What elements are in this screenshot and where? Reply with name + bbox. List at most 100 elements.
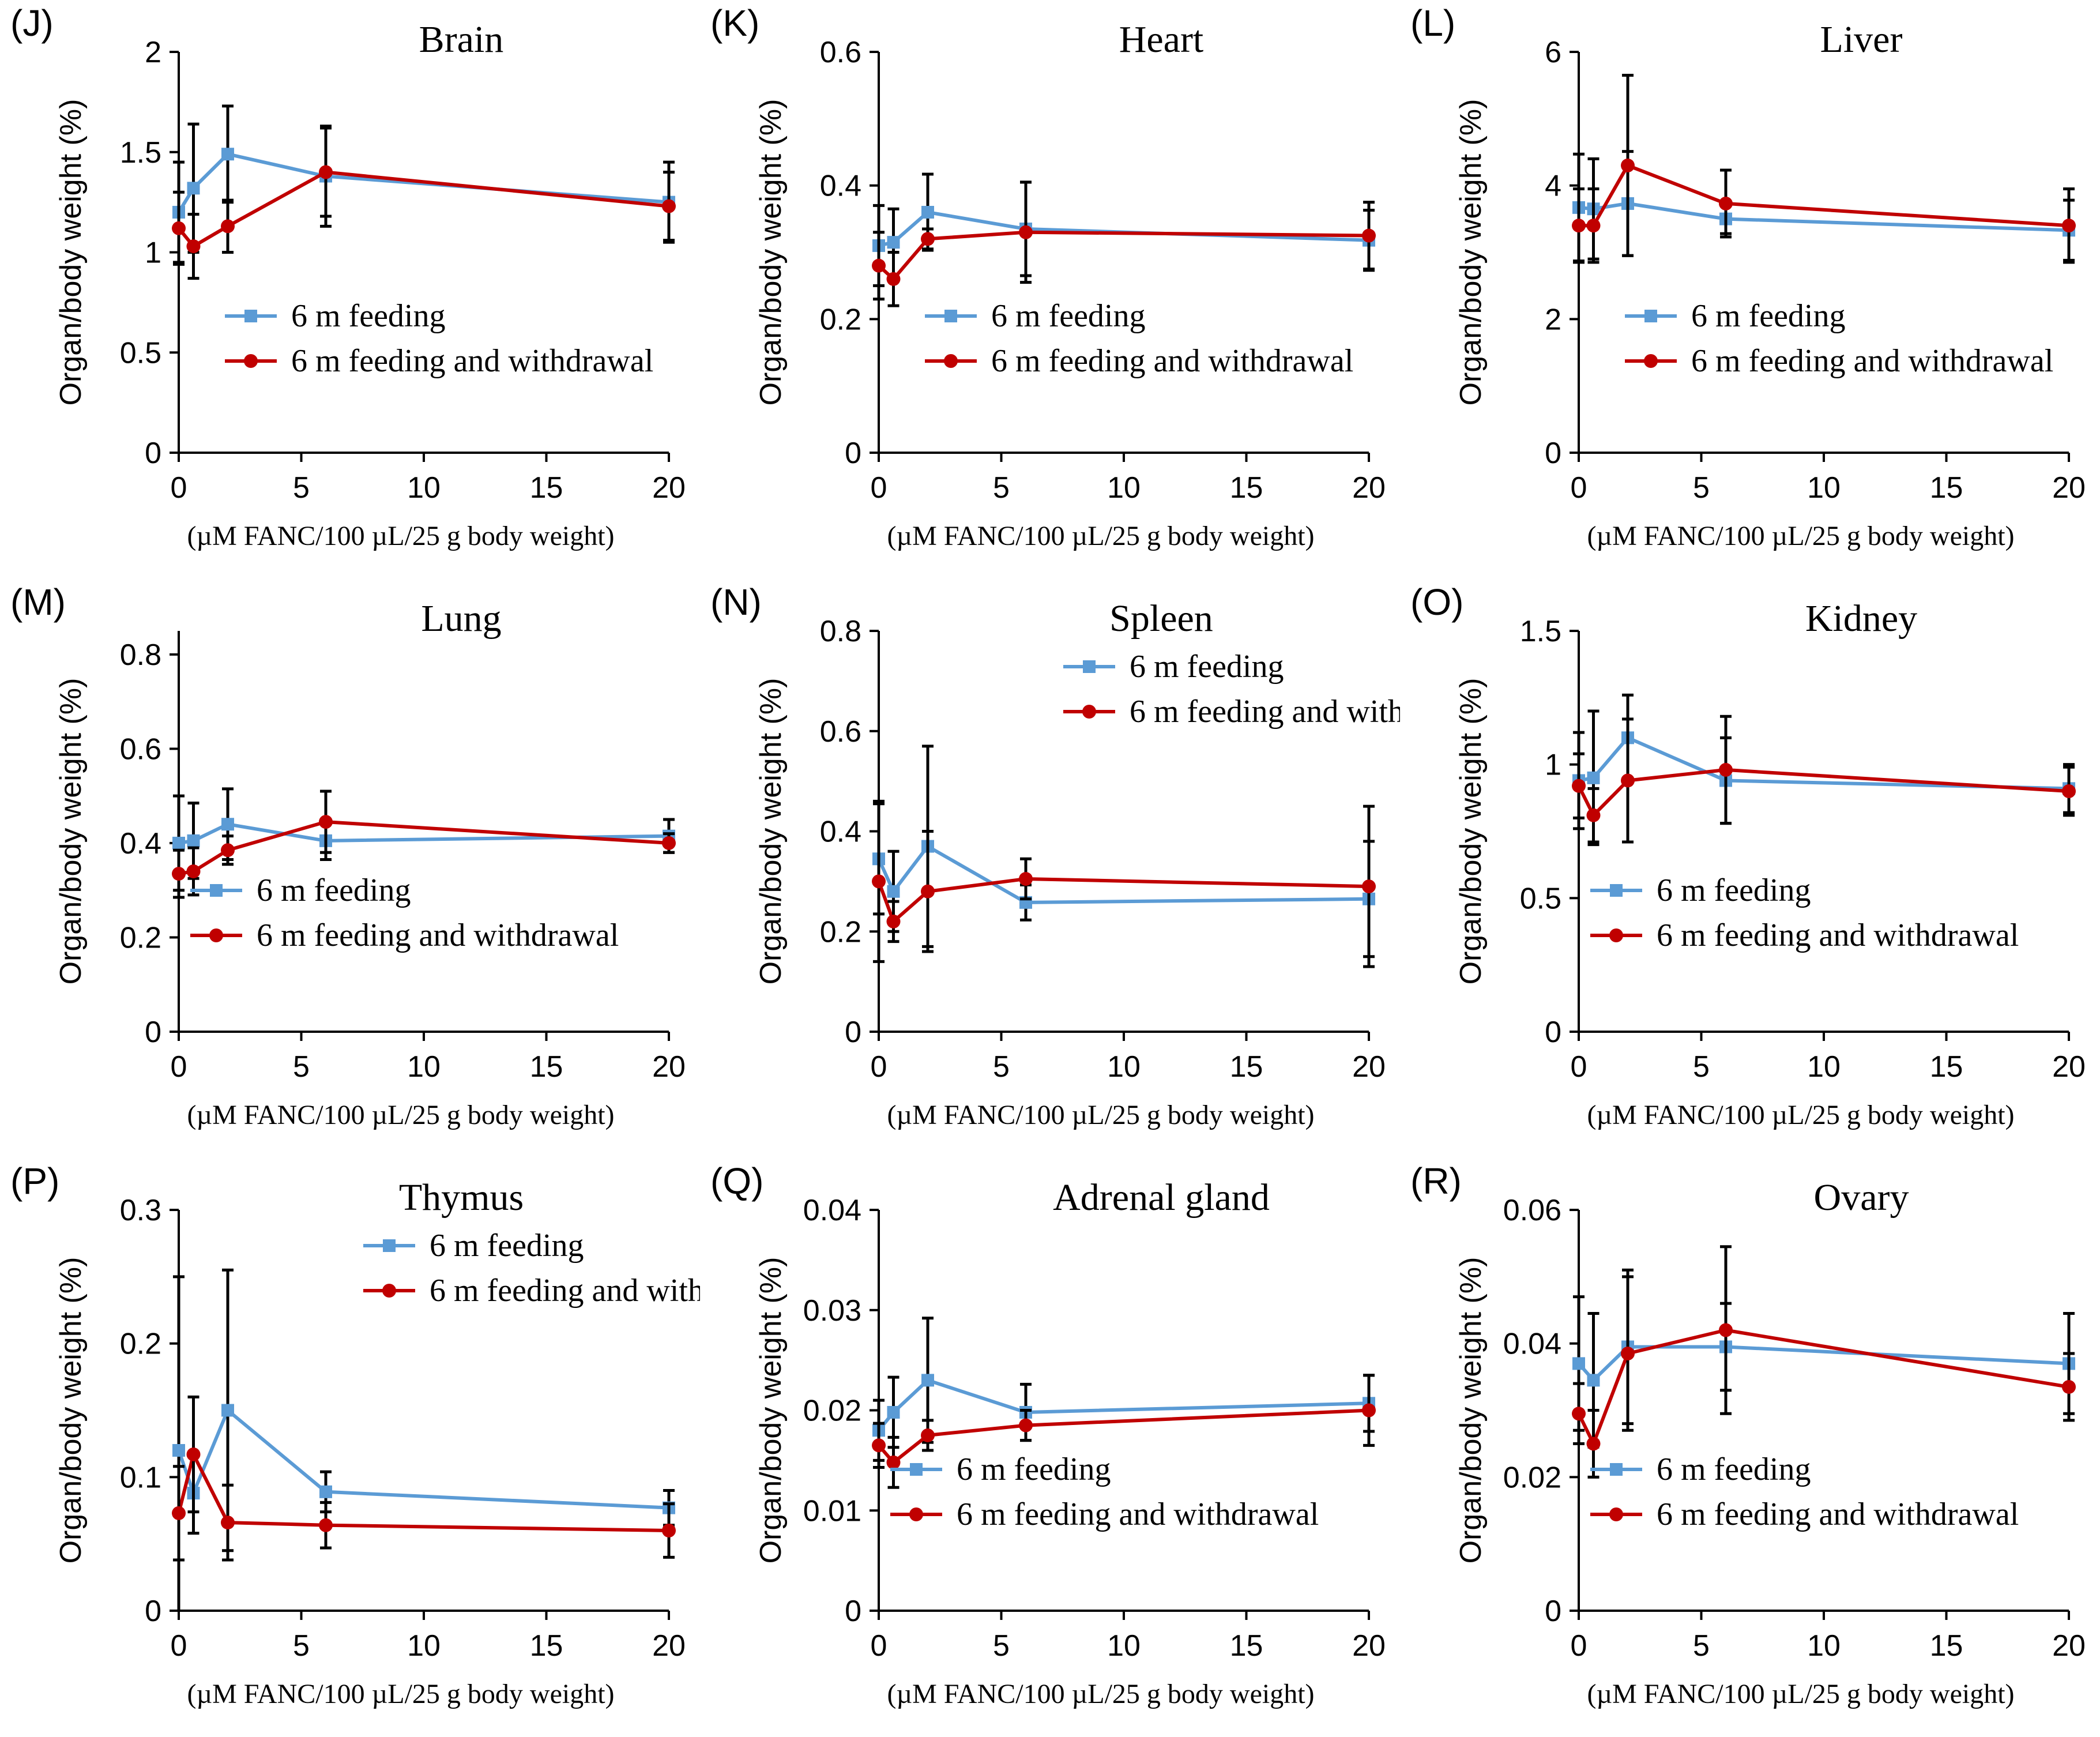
x-axis-label: (µM FANC/100 µL/25 g body weight) [887,1679,1314,1709]
y-tick-label: 2 [145,36,161,69]
y-tick-label: 0 [145,1016,161,1049]
chart-panel-liver: (L) Liver 0 2 4 6 0 5 10 15 20 Organ/body weight (%… [1400,0,2100,579]
y-tick-label: 0.4 [820,170,861,203]
chart-title: Lung [421,597,501,640]
legend-marker-circle [382,1284,396,1298]
x-tick-label: 20 [2052,1629,2086,1663]
x-tick-label: 5 [1693,1629,1710,1663]
y-axis-label: Organ/body weight (%) [1454,99,1488,406]
legend: 6 m feeding 6 m feeding and withdrawal [1625,298,2053,379]
y-tick-label: 0 [845,437,861,470]
data-point-circle [886,914,901,928]
data-point-square [172,836,185,849]
data-point-circle [221,1516,235,1530]
x-tick-label: 10 [1107,471,1141,505]
x-tick-label: 0 [1571,471,1587,505]
legend-marker-square [1610,1463,1623,1476]
y-axis-label: Organ/body weight (%) [1454,1257,1488,1564]
data-point-circle [2062,1379,2076,1394]
legend-marker-circle [1082,705,1096,719]
x-tick-label: 15 [1230,1629,1263,1663]
x-tick-label: 0 [871,1050,887,1084]
data-point-circle [1586,1437,1601,1451]
series-line [1577,768,2069,817]
y-axis-label: Organ/body weight (%) [54,678,88,985]
series-feeding [172,104,675,264]
series-feeding-withdrawal [172,126,676,280]
legend-marker-square [244,310,257,322]
x-tick-label: 15 [1230,1050,1263,1084]
legend: 6 m feeding 6 m feeding and withdrawal [1590,873,2019,953]
data-point-circle [1019,872,1033,886]
series-line [877,844,1369,904]
y-tick-label: 0.2 [820,915,861,949]
series-line [877,1408,1369,1464]
data-point-circle [886,1455,901,1469]
data-point-square [172,1444,185,1457]
panel-letter: (K) [710,2,759,44]
legend-marker-circle [1609,1507,1623,1521]
chart-title: Adrenal gland [1053,1176,1270,1219]
legend-label: 6 m feeding and withdrawal [257,918,619,953]
x-tick-label: 15 [530,1050,563,1084]
x-tick-label: 0 [871,471,887,505]
series-line [177,170,669,249]
series-feeding-withdrawal [872,181,1376,307]
y-tick-label: 0.1 [120,1461,161,1494]
chart-panel-lung: (M) Lung 0 0.2 0.4 0.6 0.8 0 5 10 15 20 Organ/body w… [0,579,700,1158]
legend-marker-circle [1644,354,1658,368]
legend-label: 6 m feeding [291,298,445,334]
legend: 6 m feeding 6 m feeding and withdrawal [363,1228,700,1309]
series-feeding [172,1268,675,1611]
y-tick-label: 0 [145,437,161,470]
legend-label: 6 m feeding and withdrawal [991,343,1353,379]
x-tick-label: 5 [293,471,310,505]
series-feeding-withdrawal [872,1374,1376,1489]
data-point-circle [921,884,935,898]
y-axis-label: Organ/body weight (%) [1454,678,1488,985]
data-point-square [887,1405,900,1419]
y-tick-label: 0 [1545,1595,1561,1628]
y-tick-label: 1.5 [1520,615,1561,648]
data-point-circle [1621,773,1635,788]
chart-title: Thymus [399,1176,524,1219]
legend-marker-circle [244,354,258,368]
chart-title: Heart [1119,18,1204,61]
series-feeding [872,745,1375,958]
data-point-square [221,148,234,161]
x-tick-label: 20 [2052,1050,2086,1084]
y-tick-label: 0.4 [820,815,861,849]
x-tick-label: 10 [1107,1629,1141,1663]
data-point-circle [2062,219,2076,233]
x-tick-label: 15 [1230,471,1263,505]
data-point-circle [1362,228,1376,243]
x-tick-label: 5 [293,1050,310,1084]
y-tick-label: 0.8 [120,638,161,672]
data-point-circle [1586,219,1601,233]
x-tick-label: 5 [1693,471,1710,505]
x-tick-label: 10 [407,1629,441,1663]
legend-label: 6 m feeding and withdrawal [430,1273,700,1309]
x-tick-label: 10 [1107,1050,1141,1084]
x-axis-label: (µM FANC/100 µL/25 g body weight) [1587,521,2014,551]
data-point-circle [221,843,235,858]
x-tick-label: 20 [1352,471,1386,505]
data-point-square [887,885,900,898]
data-point-square [1587,1374,1600,1387]
legend-label: 6 m feeding and withdrawal [1657,1497,2019,1532]
data-point-circle [319,815,333,829]
data-point-circle [1719,196,1733,210]
data-point-square [921,206,934,219]
legend-marker-circle [909,1507,923,1521]
legend-label: 6 m feeding and withdrawal [291,343,653,379]
legend: 6 m feeding 6 m feeding and withdrawal [925,298,1353,379]
y-tick-label: 0.5 [1520,882,1561,915]
data-point-square [1587,771,1600,784]
legend-label: 6 m feeding and withdrawal [957,1497,1319,1532]
legend-marker-square [1644,310,1657,322]
y-tick-label: 0.3 [120,1194,161,1227]
legend-label: 6 m feeding [1657,873,1811,908]
x-tick-label: 10 [407,471,441,505]
x-tick-label: 20 [1352,1629,1386,1663]
x-tick-label: 15 [1930,1050,1963,1084]
